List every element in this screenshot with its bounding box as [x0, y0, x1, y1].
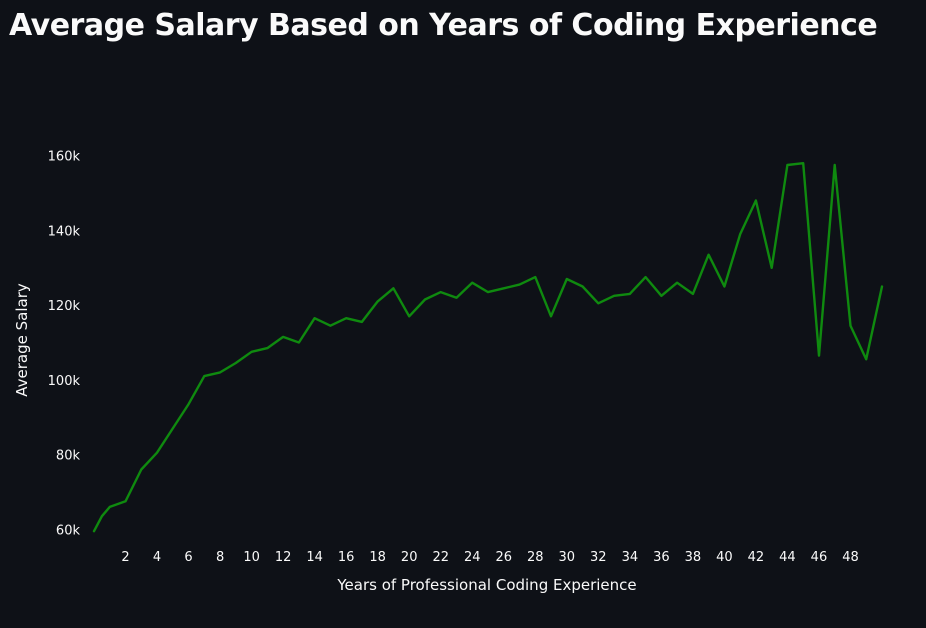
x-tick-label: 10 — [243, 550, 260, 565]
x-tick-label: 18 — [369, 550, 386, 565]
x-tick-label: 26 — [495, 550, 512, 565]
x-axis-label: Years of Professional Coding Experience — [336, 576, 636, 594]
x-axis: 2 4 6 8 10 12 14 16 18 20 22 24 26 28 30 32 34 36 38 40 42 44… — [121, 550, 858, 565]
y-tick-label: 120k — [48, 299, 81, 314]
y-tick-label: 160k — [48, 150, 81, 165]
y-tick-label: 60k — [56, 523, 81, 538]
x-tick-label: 40 — [716, 550, 733, 565]
x-tick-label: 36 — [653, 550, 670, 565]
x-tick-label: 38 — [685, 550, 702, 565]
chart-title: Average Salary Based on Years of Coding … — [9, 8, 878, 43]
x-tick-label: 14 — [306, 550, 323, 565]
x-tick-label: 22 — [432, 550, 449, 565]
x-tick-label: 46 — [811, 550, 828, 565]
x-tick-label: 42 — [748, 550, 765, 565]
x-tick-label: 30 — [559, 550, 576, 565]
x-tick-label: 44 — [779, 550, 796, 565]
y-axis: 60k 80k 100k 120k 140k 160k — [48, 150, 81, 539]
x-tick-label: 4 — [153, 550, 161, 565]
x-tick-label: 48 — [842, 550, 859, 565]
x-tick-label: 24 — [464, 550, 481, 565]
x-tick-label: 2 — [121, 550, 129, 565]
x-tick-label: 8 — [216, 550, 224, 565]
x-tick-label: 6 — [184, 550, 192, 565]
x-tick-label: 32 — [590, 550, 607, 565]
x-tick-label: 16 — [338, 550, 355, 565]
x-tick-label: 28 — [527, 550, 544, 565]
x-tick-label: 20 — [401, 550, 418, 565]
y-tick-label: 100k — [48, 374, 81, 389]
y-tick-label: 80k — [56, 449, 81, 464]
x-tick-label: 12 — [275, 550, 292, 565]
y-axis-label: Average Salary — [13, 283, 31, 397]
salary-series-line[interactable] — [92, 162, 884, 533]
x-tick-label: 34 — [622, 550, 639, 565]
y-tick-label: 140k — [48, 224, 81, 239]
